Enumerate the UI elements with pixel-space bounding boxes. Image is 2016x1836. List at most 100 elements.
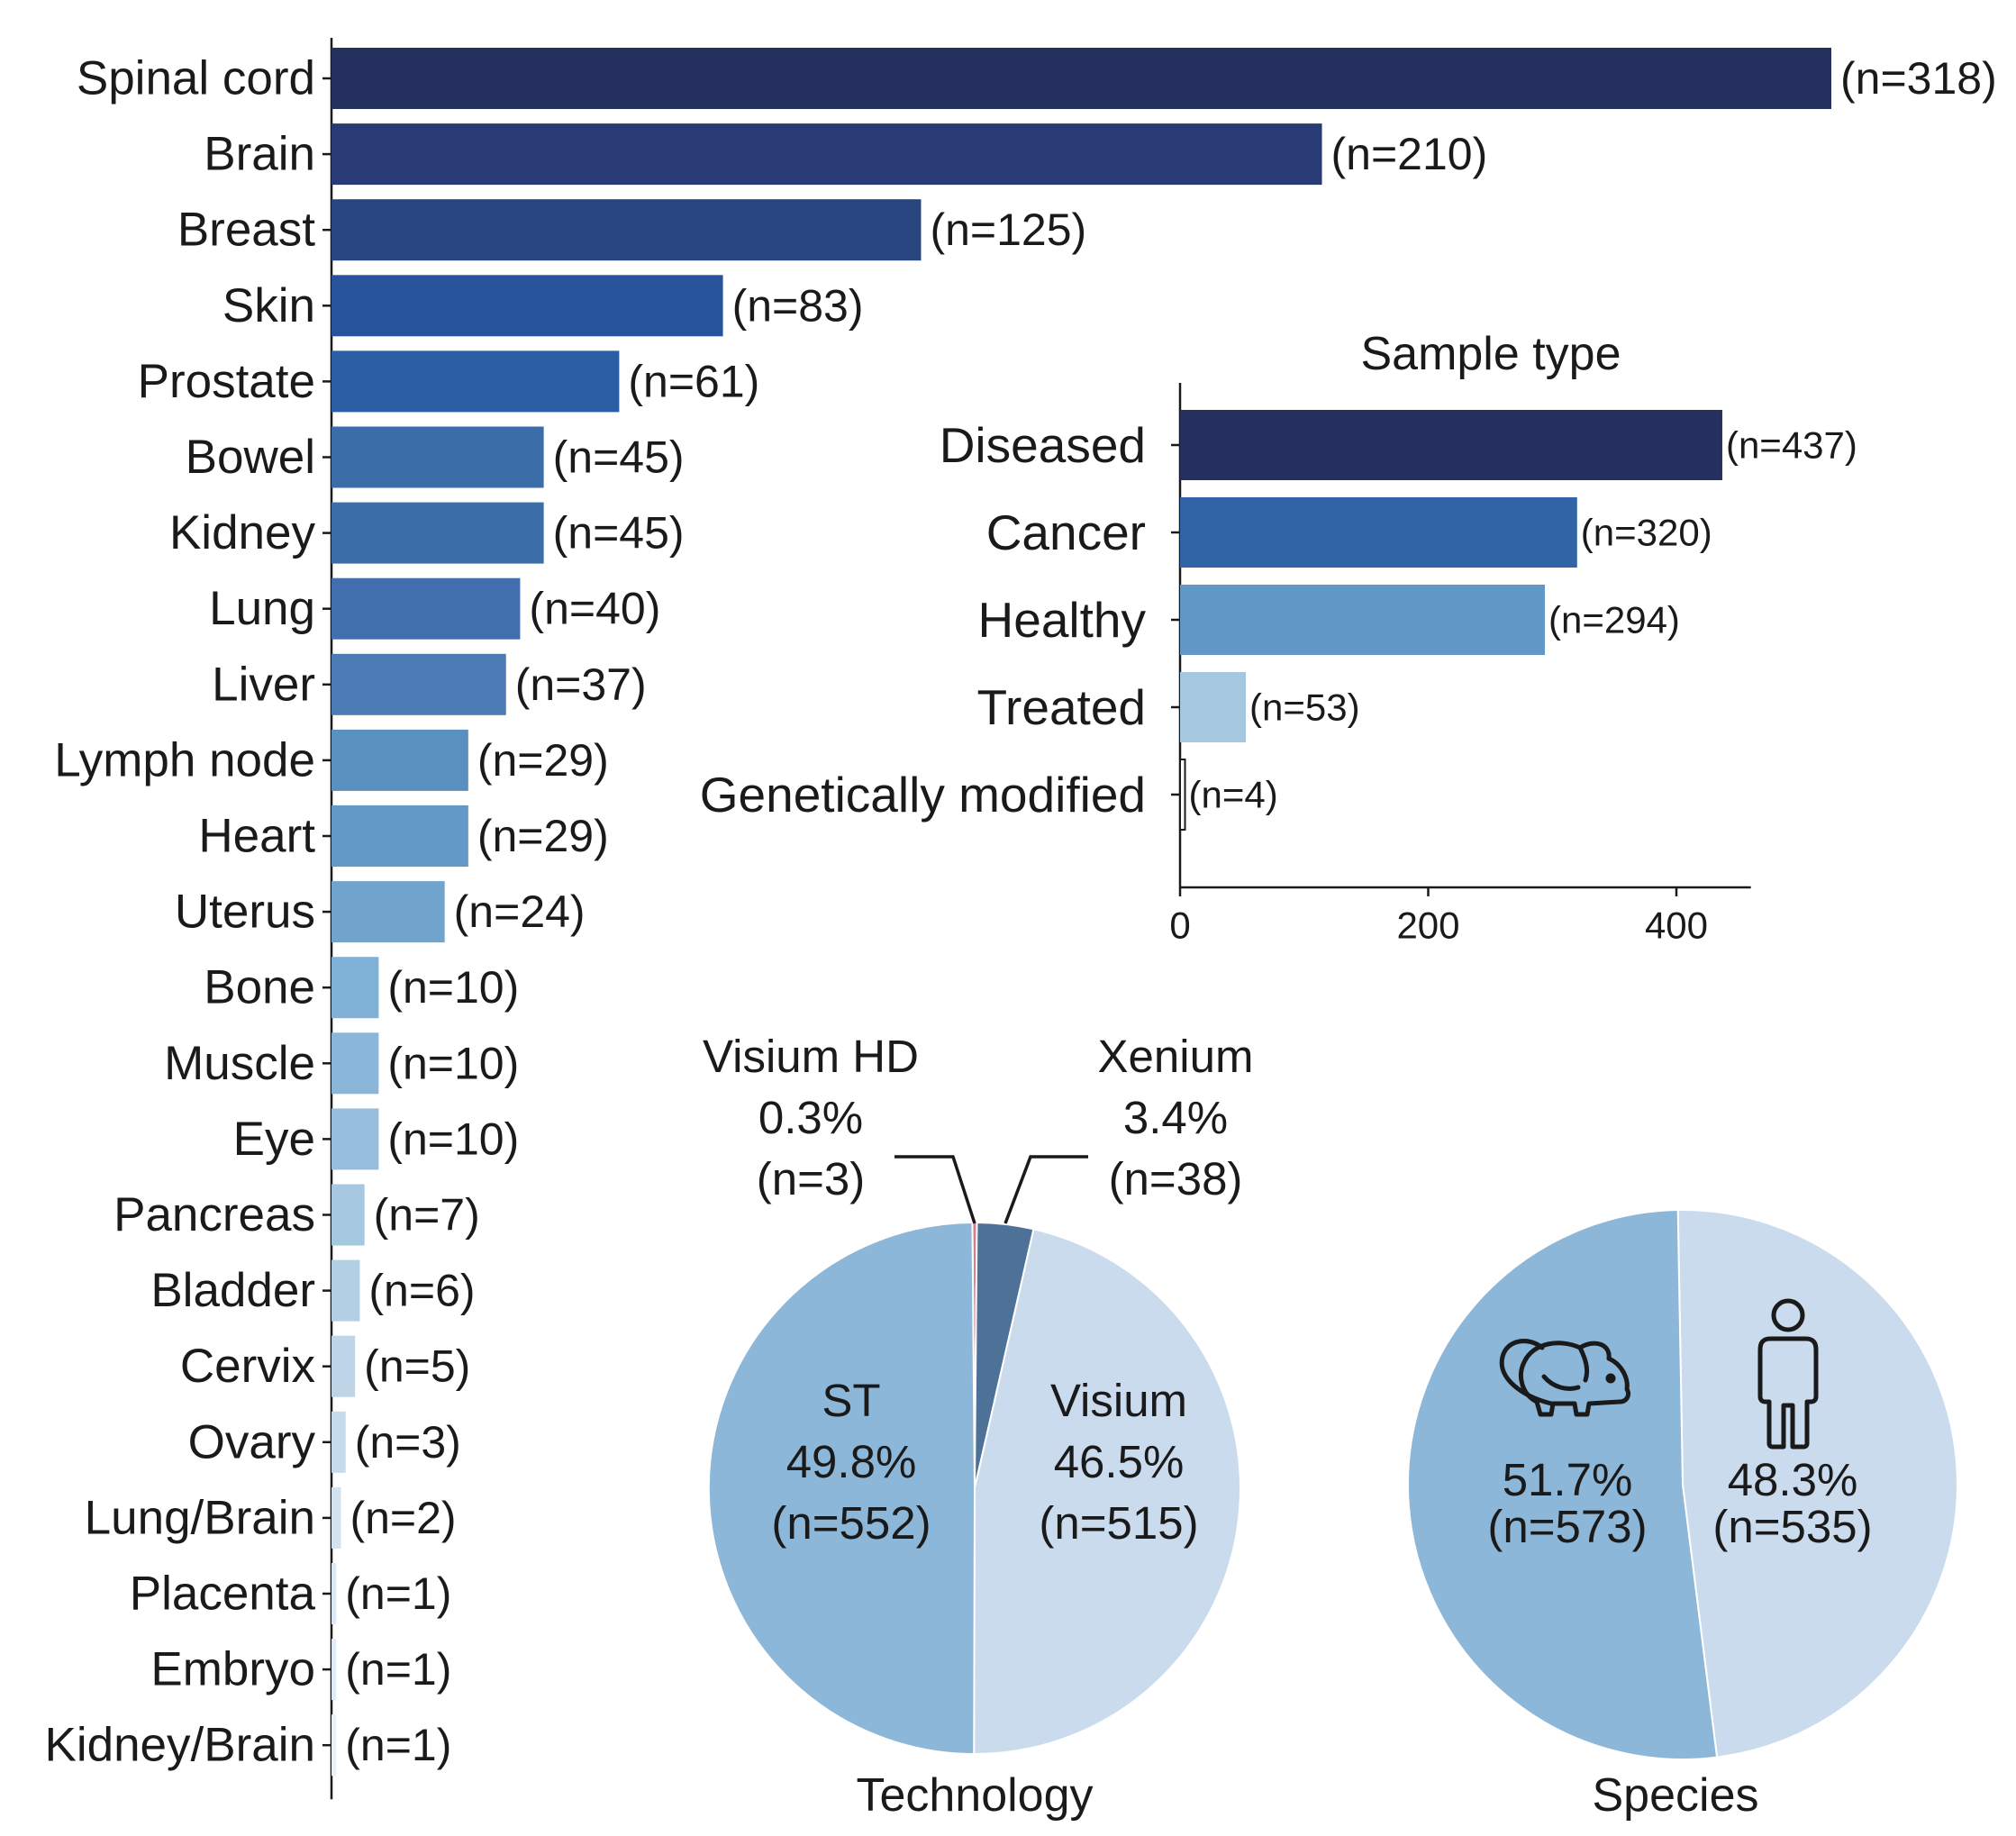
pie-slice-human [1676,1209,1958,1759]
pie-slice-mouse [1406,1209,1719,1760]
xenium-label: Xenium [1098,1031,1254,1082]
organ-count-uterus: (n=24) [454,886,586,937]
species-pie-chart: 51.7% (n=573) 48.3% (n=535) Species [1406,1209,1958,1822]
visium-hd-leader-line [894,1155,976,1224]
organ-count-embryo: (n=1) [345,1644,451,1695]
sample-x-tick-label-400: 400 [1645,904,1708,947]
organ-bar-placenta [331,1563,337,1624]
organ-bar-bone [331,957,379,1019]
organ-label-spinal-cord: Spinal cord [77,52,315,105]
organ-bar-liver [331,653,506,715]
organ-bar-ovary [331,1411,346,1473]
mouse-percent: 51.7% [1503,1454,1633,1505]
sample-type-title: Sample type [1360,328,1621,380]
organ-count-pancreas: (n=7) [374,1190,480,1241]
organ-label-ovary: Ovary [188,1415,316,1468]
organ-label-bone: Bone [204,961,315,1014]
organ-label-lymph-node: Lymph node [54,733,315,786]
organ-bar-skin [331,275,723,337]
organ-bar-bladder [331,1259,360,1322]
sample-label-healthy: Healthy [978,592,1147,648]
organ-bar-kidney [331,502,544,564]
organ-label-heart: Heart [198,810,315,863]
pie-slice-st [707,1222,976,1756]
sample-bar-genetically-modified [1179,759,1186,831]
sample-bar-treated [1180,672,1247,742]
organ-label-prostate: Prostate [138,355,315,408]
species-title: Species [1593,1769,1759,1822]
organ-label-muscle: Muscle [164,1037,315,1090]
technology-slices [707,1221,1241,1756]
organ-count-skin: (n=83) [732,280,864,331]
st-percent: 49.8% [786,1436,917,1487]
organ-count-kidney-brain: (n=1) [345,1720,451,1770]
organ-bar-bowel [331,426,544,488]
organ-bar-spinal-cord [331,48,1831,109]
visium-hd-label: Visium HD [703,1031,919,1082]
xenium-leader-line [1003,1155,1088,1224]
organ-label-bladder: Bladder [150,1264,315,1317]
sample-bar-cancer [1180,497,1577,568]
organ-count-prostate: (n=61) [628,356,759,406]
organ-bar-lung [331,577,521,640]
sample-x-tick-label-200: 200 [1396,904,1459,947]
organ-bar-heart [331,805,468,867]
organ-bar-lymph-node [331,729,468,791]
organ-bar-uterus [331,881,445,943]
organ-label-skin: Skin [222,279,315,332]
organ-count-bladder: (n=6) [368,1266,475,1316]
sample-count-treated: (n=53) [1249,686,1360,729]
organ-label-kidney-brain: Kidney/Brain [44,1719,315,1772]
organ-label-lung-brain: Lung/Brain [85,1491,315,1544]
organ-count-liver: (n=37) [515,659,647,710]
organ-count-brain: (n=210) [1331,129,1488,179]
organ-label-lung: Lung [209,582,315,635]
sample-label-genetically-modified: Genetically modified [700,767,1146,823]
organ-count-spinal-cord: (n=318) [1840,53,1997,104]
organ-bar-lung-brain [331,1486,341,1549]
organ-bar-kidney-brain [331,1714,337,1777]
organ-bar-pancreas [331,1184,365,1246]
organ-label-breast: Breast [177,204,315,257]
organ-label-bowel: Bowel [186,431,315,484]
organ-count-placenta: (n=1) [345,1568,451,1619]
visium-hd-count: (n=3) [757,1153,865,1204]
organ-count-cervix: (n=5) [364,1341,470,1392]
organ-label-cervix: Cervix [180,1340,315,1393]
organ-bar-prostate [331,350,620,413]
xenium-count: (n=38) [1109,1153,1243,1204]
organ-count-breast: (n=125) [930,205,1086,255]
sample-bar-healthy [1180,585,1545,655]
organ-count-lymph-node: (n=29) [477,735,609,786]
organ-count-eye: (n=10) [387,1113,519,1164]
organ-count-lung-brain: (n=2) [350,1493,456,1543]
organ-label-kidney: Kidney [169,506,316,559]
visium-label: Visium [1050,1375,1187,1426]
organ-bar-breast [331,199,922,261]
human-icon [1757,1298,1819,1450]
technology-title: Technology [856,1769,1093,1822]
sample-count-cancer: (n=320) [1581,512,1712,554]
organ-bar-cervix [331,1335,356,1397]
organ-count-kidney: (n=45) [553,508,685,559]
organ-label-brain: Brain [204,128,315,181]
organ-label-placenta: Placenta [130,1568,316,1621]
st-label: ST [822,1375,880,1426]
sample-count-genetically-modified: (n=4) [1189,774,1278,816]
organ-bar-brain [331,123,1322,186]
organ-count-bowel: (n=45) [553,432,685,483]
organ-count-bone: (n=10) [387,962,519,1013]
xenium-percent: 3.4% [1123,1092,1228,1143]
technology-pie-chart: Visium HD 0.3% (n=3) Xenium 3.4% (n=38) … [703,1031,1253,1822]
sample-count-diseased: (n=437) [1726,424,1857,467]
organ-count-ovary: (n=3) [355,1417,461,1468]
organ-bar-embryo [331,1639,337,1701]
organ-label-pancreas: Pancreas [114,1188,315,1241]
organ-count-muscle: (n=10) [387,1038,519,1088]
organ-label-liver: Liver [212,658,315,711]
organ-count-heart: (n=29) [477,811,609,861]
sample-bar-diseased [1180,410,1722,480]
organ-bar-chart: Spinal cord (n=318) Brain (n=210) Breast (n=1… [44,38,1997,1800]
visium-count: (n=515) [1039,1497,1198,1549]
